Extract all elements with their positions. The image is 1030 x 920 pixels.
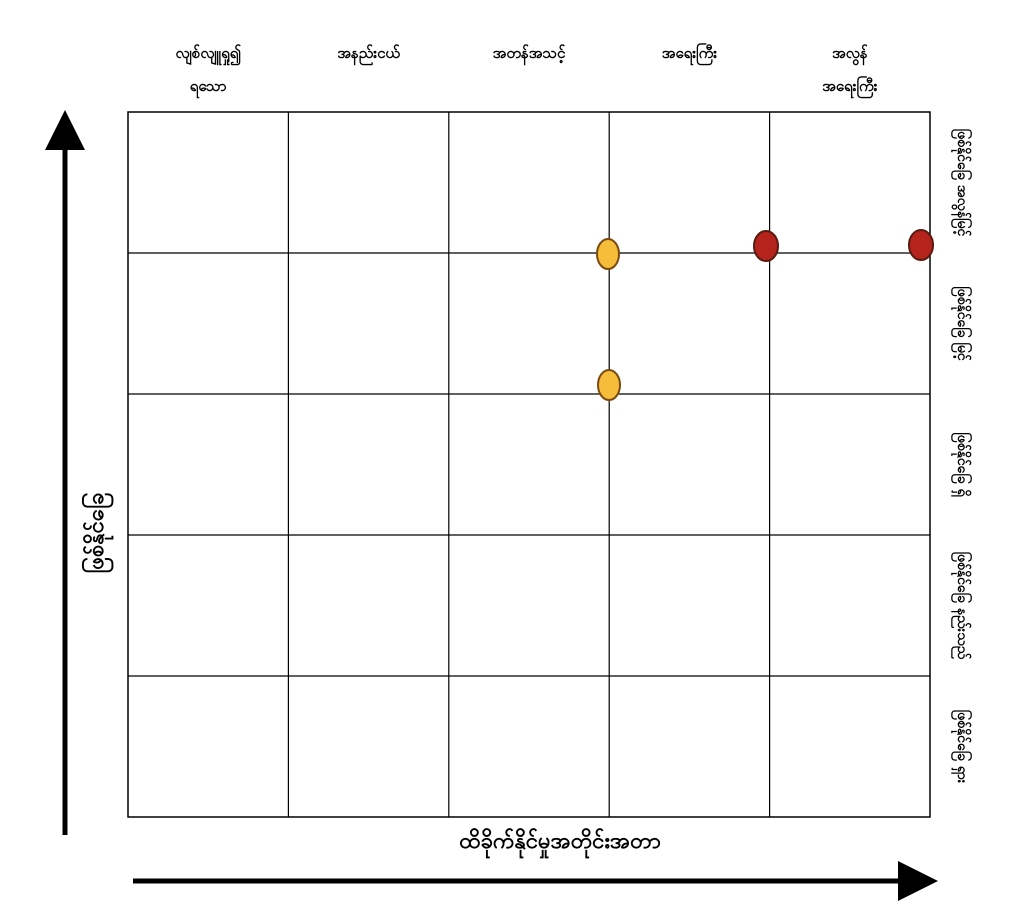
row-header: ဖြစ်နိုင်ခြေ ရှား	[951, 710, 972, 784]
row-header: ဖြစ်နိုင်ခြေ ရှိ	[951, 432, 972, 497]
row-header: ဖြစ်နိုင်ခြေ နည်းသည်	[951, 552, 972, 660]
x-axis-label: ထိခိုက်နိုင်မှုအတိုင်းအတာ	[459, 827, 660, 859]
column-header: ရသော	[190, 77, 227, 99]
column-header: အရေးကြီး	[822, 75, 878, 99]
column-header: အတန်အသင့်	[493, 43, 566, 66]
column-header: အရေးကြီး	[662, 42, 718, 66]
risk-dot	[596, 238, 620, 270]
grid	[128, 112, 930, 817]
row-header: ဖြစ်နိုင်ခြေ မြင့်	[951, 286, 972, 361]
risk-dot	[597, 369, 621, 401]
column-header: အလွန်	[832, 43, 868, 66]
row-header: ဖြစ်နိုင်ခြေ အလွန်မြင့်	[951, 129, 972, 237]
risk-dot	[908, 229, 934, 261]
column-header: လျစ်လျူရှု၍	[175, 43, 240, 66]
column-header: အနည်းငယ်	[337, 43, 400, 66]
y-axis-label: ဖြစ်နိုင်ခြေ	[81, 493, 114, 574]
grid-border	[127, 111, 931, 818]
risk-dot	[753, 230, 779, 262]
